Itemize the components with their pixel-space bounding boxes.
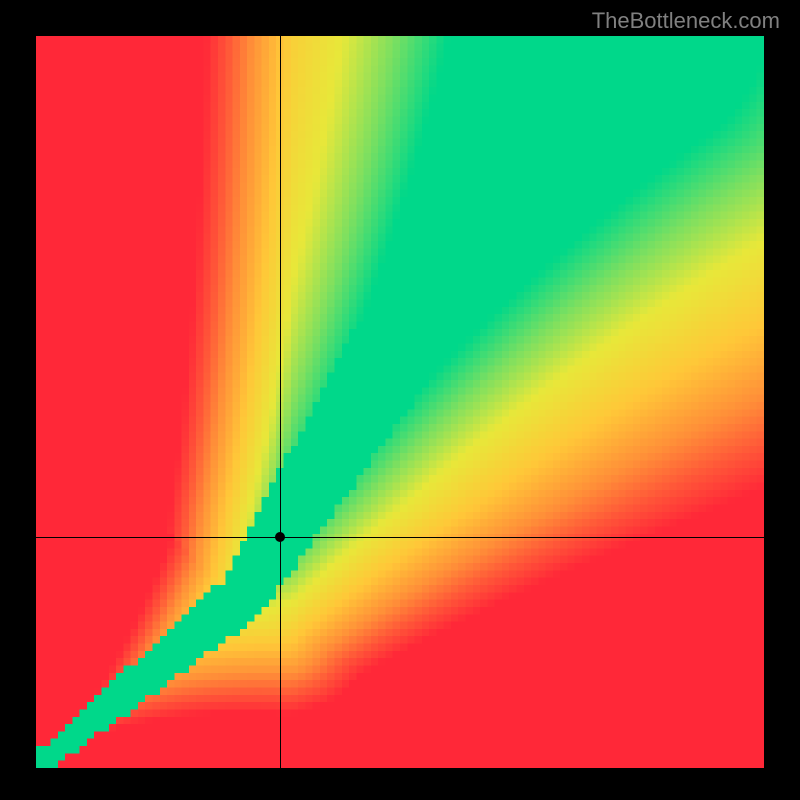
crosshair-horizontal [36, 537, 764, 538]
crosshair-vertical [280, 36, 281, 768]
heatmap-canvas [36, 36, 764, 768]
crosshair-marker [275, 532, 285, 542]
heatmap-plot [36, 36, 764, 768]
watermark-text: TheBottleneck.com [592, 8, 780, 34]
